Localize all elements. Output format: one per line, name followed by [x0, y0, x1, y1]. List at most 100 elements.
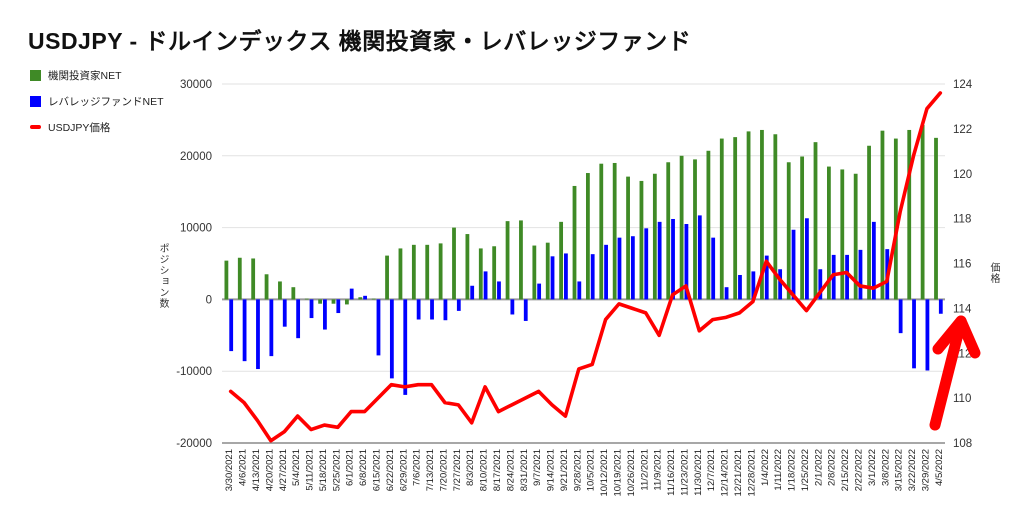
x-axis-date-label: 4/13/2021: [251, 449, 262, 491]
right-axis-tick-label: 110: [953, 393, 971, 405]
bar-leverage-net: [550, 256, 555, 300]
bar-leverage-net: [711, 237, 716, 300]
x-axis-date-label: 12/28/2021: [746, 449, 757, 497]
bar-institutional-net: [519, 220, 523, 300]
bar-institutional-net: [786, 162, 791, 300]
bar-institutional-net: [452, 227, 456, 300]
bar-institutional-net: [344, 299, 349, 305]
bar-leverage-net: [389, 299, 394, 379]
left-axis-tick-label: 10000: [180, 223, 212, 235]
x-axis-date-label: 9/7/2021: [532, 449, 543, 486]
annotation-arrow-icon: [955, 315, 981, 359]
bar-institutional-net: [760, 129, 764, 300]
left-axis-title: ポジション数: [157, 243, 168, 309]
bar-institutional-net: [773, 134, 778, 300]
bar-leverage-net: [443, 299, 448, 321]
bar-leverage-net: [256, 299, 260, 370]
bar-institutional-net: [666, 162, 671, 300]
x-axis-date-label: 8/3/2021: [465, 449, 476, 486]
bar-leverage-net: [577, 281, 582, 300]
x-axis-date-label: 12/7/2021: [706, 449, 717, 491]
bar-institutional-net: [612, 162, 617, 300]
bar-leverage-net: [470, 285, 475, 300]
x-axis-date-label: 3/1/2022: [867, 449, 878, 486]
bar-institutional-net: [719, 138, 724, 300]
bar-institutional-net: [826, 166, 831, 300]
bar-leverage-net: [912, 299, 916, 369]
bar-institutional-net: [251, 258, 256, 300]
bar-leverage-net: [764, 255, 769, 300]
left-axis-tick-label: 0: [206, 294, 212, 306]
x-axis-date-label: 4/20/2021: [264, 449, 275, 491]
x-axis-date-label: 4/5/2022: [934, 449, 945, 486]
bar-institutional-net: [385, 255, 389, 300]
x-axis-date-label: 2/22/2022: [853, 449, 864, 491]
x-axis-date-label: 12/14/2021: [720, 449, 731, 497]
bar-institutional-net: [706, 150, 711, 300]
bar-leverage-net: [497, 281, 501, 300]
bar-leverage-net: [724, 287, 729, 300]
bar-leverage-net: [282, 299, 287, 327]
right-axis-tick-label: 122: [953, 124, 972, 136]
bar-institutional-net: [813, 142, 818, 300]
x-axis-date-label: 11/16/2021: [666, 449, 677, 496]
bar-institutional-net: [411, 244, 416, 300]
bar-institutional-net: [318, 299, 323, 304]
x-axis-date-label: 5/4/2021: [291, 449, 302, 486]
x-axis-date-label: 2/15/2022: [840, 449, 851, 491]
annotation-arrow-icon: [929, 328, 964, 431]
bar-institutional-net: [264, 274, 269, 300]
bar-institutional-net: [746, 131, 751, 300]
x-axis-date-label: 11/30/2021: [693, 449, 704, 496]
bar-leverage-net: [858, 249, 863, 300]
bar-institutional-net: [893, 138, 898, 300]
bar-leverage-net: [684, 224, 689, 300]
bar-institutional-net: [800, 156, 805, 300]
bar-institutional-net: [331, 299, 336, 304]
x-axis-date-label: 3/15/2022: [894, 449, 905, 491]
bar-leverage-net: [309, 299, 314, 319]
bar-institutional-net: [626, 176, 630, 300]
x-axis-date-label: 2/8/2022: [827, 449, 838, 486]
bar-leverage-net: [590, 254, 595, 300]
bar-leverage-net: [323, 299, 327, 330]
bar-leverage-net: [336, 299, 341, 314]
bar-leverage-net: [671, 218, 675, 300]
bar-institutional-net: [371, 298, 376, 300]
x-axis-date-label: 9/28/2021: [572, 449, 583, 491]
bar-institutional-net: [652, 173, 657, 300]
legend-item-leverage: レバレッジファンドNET: [30, 94, 164, 108]
x-axis-date-label: 9/21/2021: [559, 449, 570, 491]
x-axis-date-label: 4/6/2021: [238, 449, 249, 486]
right-axis-tick-label: 120: [953, 169, 972, 181]
x-axis-date-label: 5/18/2021: [318, 449, 329, 491]
bar-leverage-net: [697, 215, 702, 300]
bar-leverage-net: [925, 299, 930, 371]
usdjpy-price-line: [228, 91, 943, 443]
x-axis-date-label: 11/2/2021: [639, 449, 650, 491]
x-axis-date-label: 11/9/2021: [653, 449, 664, 491]
bar-leverage-net: [630, 236, 635, 300]
bar-leverage-net: [831, 254, 836, 300]
bar-leverage-net: [242, 299, 247, 362]
left-axis-tick-label: 20000: [180, 151, 212, 163]
right-axis-tick-label: 124: [953, 79, 973, 91]
bar-leverage-net: [845, 254, 849, 300]
bar-institutional-net: [934, 137, 938, 300]
bar-leverage-net: [416, 299, 421, 320]
x-axis-date-label: 2/1/2022: [813, 449, 824, 486]
x-axis-date-label: 10/26/2021: [626, 449, 637, 497]
bar-institutional-net: [465, 234, 470, 300]
bar-leverage-net: [938, 299, 943, 314]
bar-leverage-net: [898, 299, 903, 334]
x-axis-date-label: 8/24/2021: [505, 449, 516, 491]
bar-leverage-net: [456, 299, 461, 311]
x-axis-date-label: 6/8/2021: [358, 449, 369, 486]
chart-title: USDJPY - ドルインデックス 機関投資家・レバレッジファンド: [28, 28, 692, 54]
bar-leverage-net: [510, 299, 515, 315]
bar-institutional-net: [237, 257, 242, 300]
bar-institutional-net: [585, 173, 590, 300]
bar-institutional-net: [278, 281, 282, 300]
